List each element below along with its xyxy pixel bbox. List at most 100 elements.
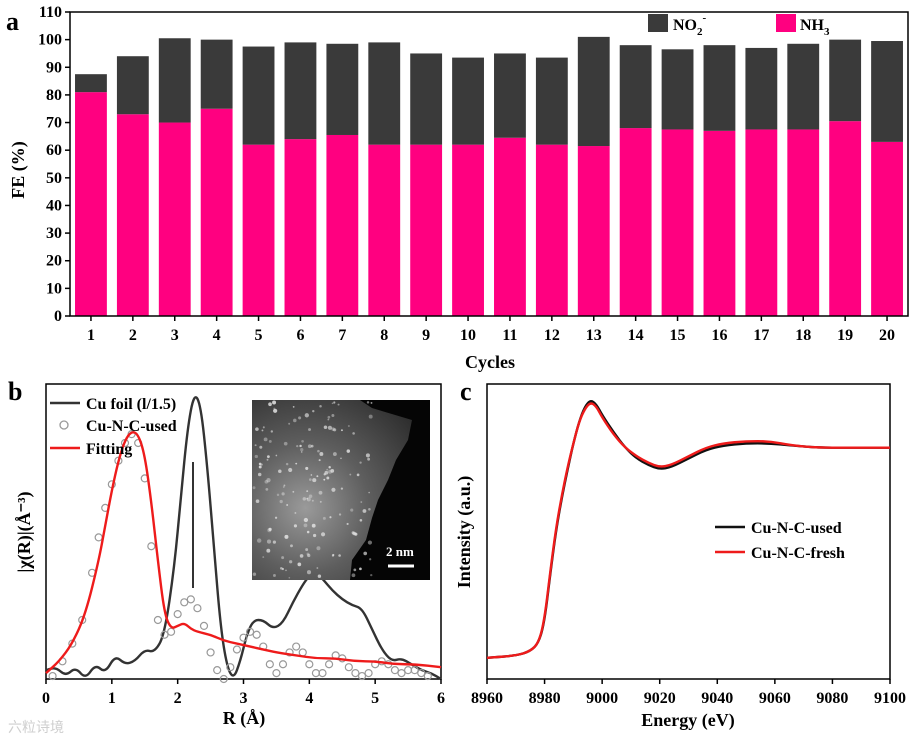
panel-c-xlabel: Energy (eV)	[641, 710, 734, 731]
panel-a-bar-chart: a 1 2 3 4 5 6 7 8 9 10 11 12 13 14 15 16 17 18 19 200102030…	[6, 4, 909, 372]
bar-no2-cycle-5	[242, 46, 275, 145]
bar-no2-cycle-14	[619, 45, 652, 129]
panel-b-series	[45, 396, 442, 684]
legend-swatch-no2	[648, 14, 668, 32]
y-tick-label: 100	[38, 32, 62, 49]
x-tick-label: 13	[586, 327, 602, 344]
panel-b-point-cu-n-c-used	[417, 668, 426, 678]
bar-nh3-cycle-12	[535, 144, 568, 316]
y-tick-label: 80	[46, 87, 62, 104]
panel-b-series-cu-foil-l-1-5-	[45, 396, 442, 681]
panel-b-point-cu-n-c-used	[318, 668, 327, 678]
x-tick-label: 10	[460, 327, 476, 344]
panel-c-x-tick-label: 9000	[586, 690, 618, 707]
inset-scale-label: 2 nm	[386, 544, 414, 559]
panel-b-point-cu-n-c-used	[219, 674, 228, 684]
panel-b-point-cu-n-c-used	[285, 648, 294, 657]
panel-b-point-cu-n-c-used	[265, 660, 274, 669]
panel-b-point-cu-n-c-used	[166, 627, 176, 636]
x-tick-label: 6	[296, 327, 304, 344]
x-tick-label: 7	[338, 327, 346, 344]
bar-no2-cycle-6	[284, 42, 317, 140]
panel-c-x-tick-label: 8980	[529, 690, 561, 707]
panel-c-x-tick-label: 9080	[816, 690, 848, 707]
panel-b-label: b	[8, 377, 22, 406]
bar-nh3-cycle-6	[284, 139, 317, 316]
bar-no2-cycle-18	[787, 43, 820, 130]
bar-no2-cycle-13	[577, 36, 610, 147]
panel-b-x-tick-label: 3	[240, 690, 248, 707]
x-tick-label: 15	[670, 327, 686, 344]
bar-nh3-cycle-18	[787, 129, 820, 316]
bar-nh3-cycle-3	[158, 122, 191, 316]
panel-b-point-cu-n-c-used	[245, 627, 255, 636]
bar-nh3-cycle-5	[242, 144, 275, 316]
y-tick-label: 90	[46, 59, 62, 76]
bar-no2-cycle-7	[326, 43, 359, 135]
bar-nh3-cycle-13	[577, 146, 610, 316]
panel-c-xanes-chart: c 8960 8980 9000 9020 9040 9060 9080 9100 Cu-N-…	[454, 377, 906, 731]
x-tick-label: 16	[711, 327, 727, 344]
x-tick-label: 5	[255, 327, 263, 344]
panel-b-point-cu-n-c-used	[311, 668, 321, 678]
panel-b-point-cu-n-c-used	[305, 660, 314, 669]
bar-nh3-cycle-17	[745, 129, 778, 316]
legend-label-cu-foil: Cu foil (l/1.5)	[86, 396, 176, 413]
panel-b-point-cu-n-c-used	[423, 671, 432, 681]
bar-nh3-cycle-19	[829, 121, 862, 316]
panel-b-point-cu-n-c-used	[272, 668, 281, 678]
panel-b-point-cu-n-c-used	[213, 666, 222, 675]
panel-b-point-cu-n-c-used	[180, 598, 189, 607]
bar-no2-cycle-3	[158, 38, 191, 123]
x-tick-label: 3	[171, 327, 179, 344]
watermark-text: 六粒诗境	[8, 720, 64, 736]
panel-c-x-tick-label: 9100	[874, 690, 906, 707]
panel-b-point-cu-n-c-used	[324, 660, 334, 669]
bar-nh3-cycle-15	[661, 129, 694, 316]
panel-c-x-tick-label: 8960	[471, 690, 503, 707]
panel-b-point-cu-n-c-used	[206, 648, 215, 657]
panel-b-x-tick-label: 5	[371, 690, 379, 707]
bar-no2-cycle-2	[116, 56, 149, 115]
x-tick-label: 8	[380, 327, 388, 344]
bar-nh3-cycle-4	[200, 108, 233, 317]
bar-no2-cycle-12	[535, 57, 568, 145]
panel-b-ylabel: |χ(R)|(Å⁻³)	[14, 491, 35, 572]
legend-label-c-fresh: Cu-N-C-fresh	[751, 545, 845, 562]
y-tick-label: 50	[46, 170, 62, 187]
panel-b-point-cu-n-c-used	[199, 621, 209, 631]
bar-no2-cycle-4	[200, 39, 233, 109]
panel-a-bars	[75, 36, 903, 317]
panel-c-series-cu-n-c-fresh	[486, 402, 890, 660]
bar-nh3-cycle-1	[75, 92, 107, 317]
panel-b-axes: 0 1 2 3 4 5 6	[42, 679, 445, 707]
bar-no2-cycle-20	[871, 41, 903, 142]
panel-b-point-cu-n-c-used	[153, 615, 163, 625]
bar-nh3-cycle-10	[452, 144, 484, 316]
bar-no2-cycle-17	[745, 47, 778, 130]
panel-c-frame	[486, 383, 891, 680]
panel-b-x-tick-label: 1	[108, 690, 116, 707]
panel-a-frame	[69, 11, 909, 317]
panel-b-point-cu-n-c-used	[186, 595, 195, 604]
panel-a-axes: 1 2 3 4 5 6 7 8 9 10 11 12 13 14 15 16 17 18 19 20010203040…	[38, 4, 909, 344]
panel-b-x-tick-label: 6	[437, 690, 445, 707]
bar-nh3-cycle-16	[703, 130, 736, 316]
panel-b-point-cu-n-c-used	[403, 666, 413, 675]
panel-b-x-tick-label: 4	[305, 690, 313, 707]
legend-marker-cu-n-c-used	[59, 420, 69, 430]
y-tick-label: 70	[46, 115, 62, 132]
panel-b-point-cu-n-c-used	[410, 666, 419, 675]
panel-b-series-fitting	[45, 431, 442, 674]
panel-c-axes: 8960 8980 9000 9020 9040 9060 9080 9100	[471, 679, 906, 707]
panel-a-legend: NO2- NH3	[648, 12, 830, 38]
panel-b-point-cu-n-c-used	[232, 645, 242, 654]
legend-label-no2: NO2-	[673, 12, 707, 38]
legend-label-c-used: Cu-N-C-used	[751, 520, 842, 537]
panel-a-xlabel: Cycles	[465, 352, 515, 372]
y-tick-label: 110	[39, 4, 62, 21]
legend-label-cu-n-c-used: Cu-N-C-used	[86, 418, 177, 435]
x-tick-label: 2	[129, 327, 137, 344]
y-tick-label: 60	[46, 142, 62, 159]
